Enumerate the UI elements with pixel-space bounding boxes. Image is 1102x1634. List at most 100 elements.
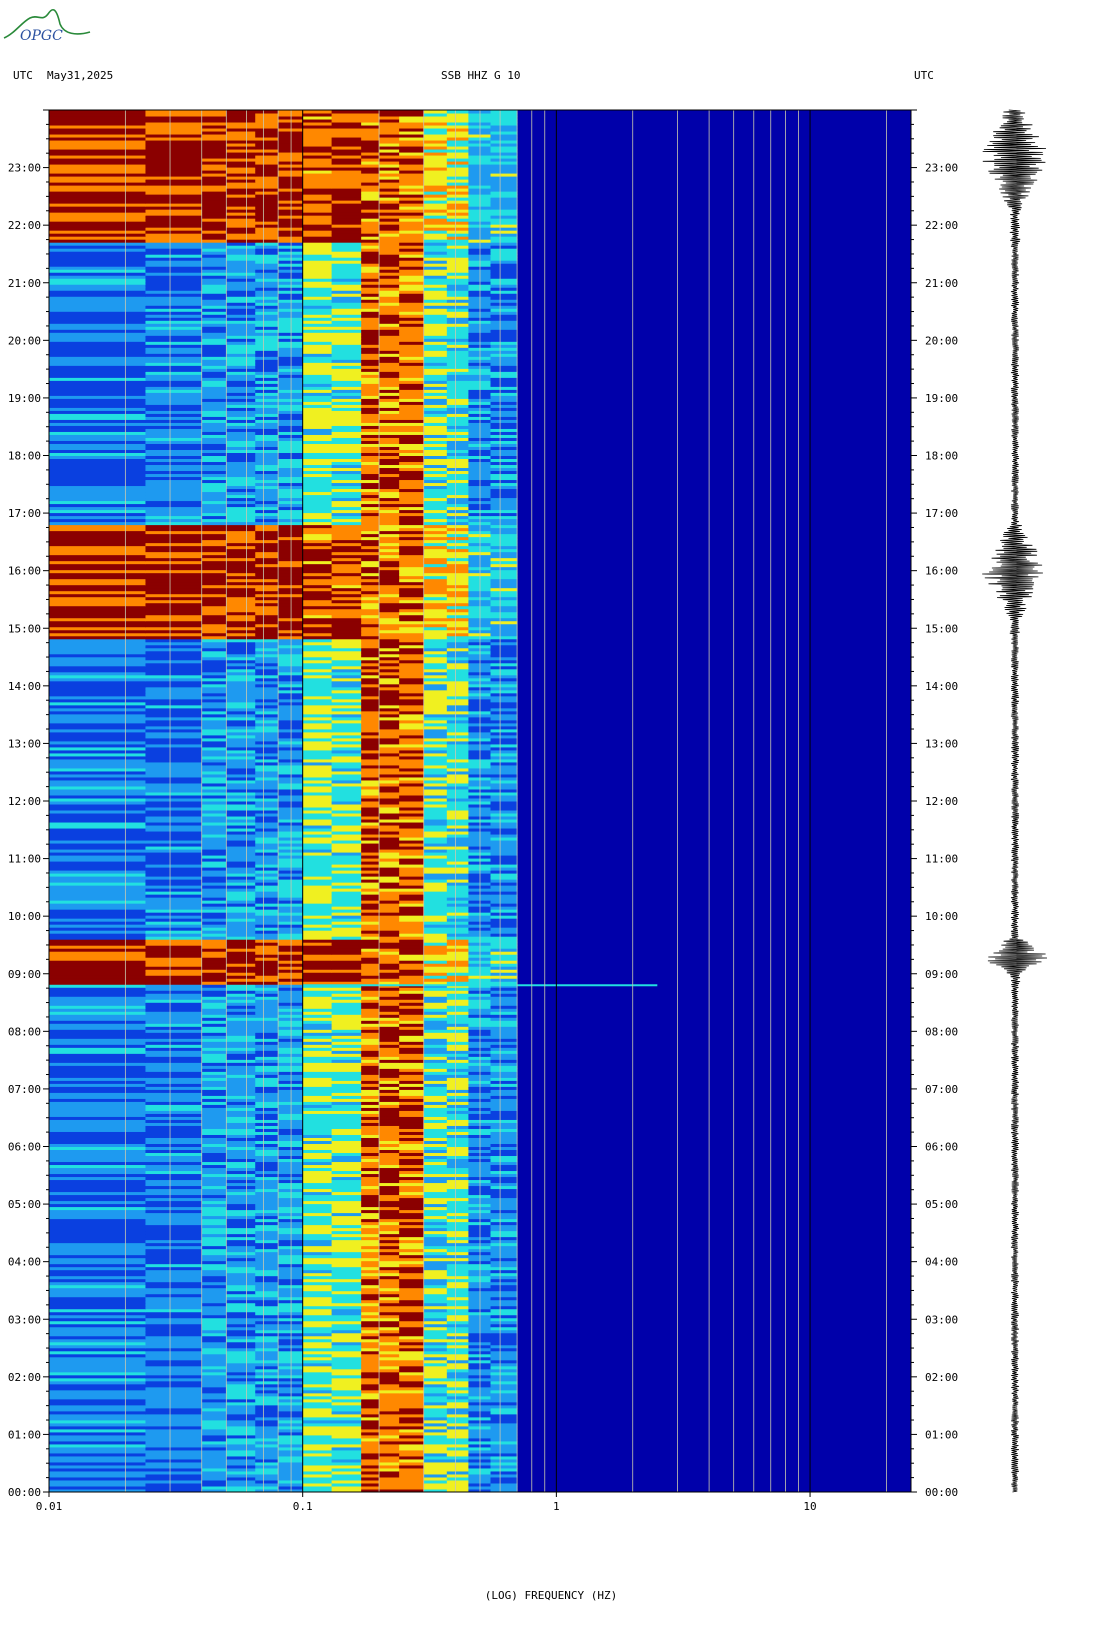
heatmap-cell — [145, 1410, 203, 1415]
heatmap-cell — [379, 1335, 400, 1340]
heatmap-cell — [226, 1482, 256, 1487]
heatmap-cell — [226, 1158, 256, 1163]
heatmap-cell — [490, 1119, 518, 1123]
heatmap-cell — [302, 1335, 333, 1340]
heatmap-cell — [255, 1275, 279, 1280]
heatmap-cell — [331, 1239, 362, 1244]
heatmap-cell — [331, 969, 362, 973]
heatmap-cell — [201, 617, 227, 622]
heatmap-cell — [399, 1275, 425, 1280]
heatmap-cell — [331, 948, 362, 952]
heatmap-cell — [278, 1164, 304, 1169]
heatmap-cell — [490, 900, 518, 904]
heatmap-cell — [255, 1140, 279, 1144]
heatmap-cell — [226, 1224, 256, 1229]
heatmap-cell — [302, 1407, 333, 1412]
heatmap-cell — [379, 1014, 400, 1018]
heatmap-cell — [201, 554, 227, 559]
heatmap-cell — [331, 1350, 362, 1355]
heatmap-cell — [226, 1284, 256, 1289]
heatmap-cell — [201, 650, 227, 655]
heatmap-cell — [302, 1323, 333, 1328]
heatmap-cell — [379, 834, 400, 838]
heatmap-cell — [302, 930, 333, 934]
heatmap-cell — [399, 1170, 425, 1175]
heatmap-cell — [399, 1317, 425, 1322]
heatmap-cell — [331, 1110, 362, 1114]
heatmap-cell — [49, 599, 146, 604]
heatmap-cell — [49, 918, 146, 922]
heatmap-cell — [145, 1128, 203, 1132]
heatmap-cell — [379, 933, 400, 937]
heatmap-cell — [302, 1212, 333, 1217]
heatmap-cell — [226, 1377, 256, 1382]
heatmap-cell — [446, 810, 469, 814]
heatmap-cell — [302, 855, 333, 859]
heatmap-cell — [423, 1425, 448, 1430]
heatmap-cell — [201, 894, 227, 898]
heatmap-cell — [201, 701, 227, 706]
heatmap-cell — [490, 1110, 518, 1114]
heatmap-cell — [145, 1425, 203, 1430]
heatmap-cell — [331, 647, 362, 652]
heatmap-cell — [49, 566, 146, 571]
heatmap-cell — [379, 686, 400, 691]
heatmap-cell — [490, 909, 518, 913]
heatmap-cell — [145, 903, 203, 907]
heatmap-cell — [145, 927, 203, 931]
heatmap-cell — [278, 1404, 304, 1409]
heatmap-cell — [379, 1428, 400, 1433]
heatmap-cell — [201, 710, 227, 715]
heatmap-cell — [278, 1452, 304, 1457]
heatmap-cell — [302, 644, 333, 649]
heatmap-cell — [331, 1332, 362, 1337]
heatmap-cell — [490, 1464, 518, 1469]
heatmap-cell — [379, 1137, 400, 1141]
heatmap-cell — [379, 1200, 400, 1205]
heatmap-cell — [331, 1029, 362, 1033]
heatmap-cell — [201, 662, 227, 667]
heatmap-cell — [226, 530, 256, 535]
heatmap-cell — [490, 864, 518, 868]
heatmap-cell — [145, 1437, 203, 1442]
heatmap-cell — [278, 951, 304, 955]
heatmap-cell — [379, 1146, 400, 1151]
heatmap-cell — [446, 1470, 469, 1475]
heatmap-cell — [145, 1308, 203, 1313]
heatmap-cell — [49, 822, 146, 826]
heatmap-cell — [201, 548, 227, 553]
heatmap-cell — [49, 846, 146, 850]
heatmap-cell — [490, 1101, 518, 1105]
heatmap-cell — [399, 993, 425, 997]
heatmap-cell — [361, 1314, 380, 1319]
heatmap-cell — [145, 1221, 203, 1226]
heatmap-cell — [490, 1422, 518, 1427]
heatmap-cell — [361, 1413, 380, 1418]
heatmap-cell — [490, 1011, 518, 1015]
heatmap-cell — [446, 725, 469, 730]
heatmap-cell — [490, 590, 518, 595]
heatmap-cell — [145, 948, 203, 952]
heatmap-cell — [49, 1200, 146, 1205]
heatmap-cell — [399, 506, 425, 511]
heatmap-cell — [302, 1023, 333, 1027]
heatmap-cell — [490, 966, 518, 970]
heatmap-cell — [201, 791, 227, 796]
heatmap-cell — [49, 1047, 146, 1051]
heatmap-cell — [379, 1089, 400, 1093]
heatmap-cell — [302, 722, 333, 727]
heatmap-cell — [278, 831, 304, 835]
heatmap-cell — [399, 873, 425, 877]
heatmap-cell — [331, 779, 362, 784]
heatmap-cell — [423, 915, 448, 919]
heatmap-cell — [49, 1248, 146, 1253]
heatmap-cell — [361, 1218, 380, 1223]
heatmap-cell — [361, 743, 380, 748]
heatmap-cell — [302, 1185, 333, 1190]
heatmap-cell — [490, 566, 518, 571]
heatmap-cell — [302, 1011, 333, 1015]
heatmap-cell — [201, 743, 227, 748]
heatmap-cell — [331, 1464, 362, 1469]
heatmap-cell — [49, 1392, 146, 1397]
heatmap-cell — [49, 1464, 146, 1469]
